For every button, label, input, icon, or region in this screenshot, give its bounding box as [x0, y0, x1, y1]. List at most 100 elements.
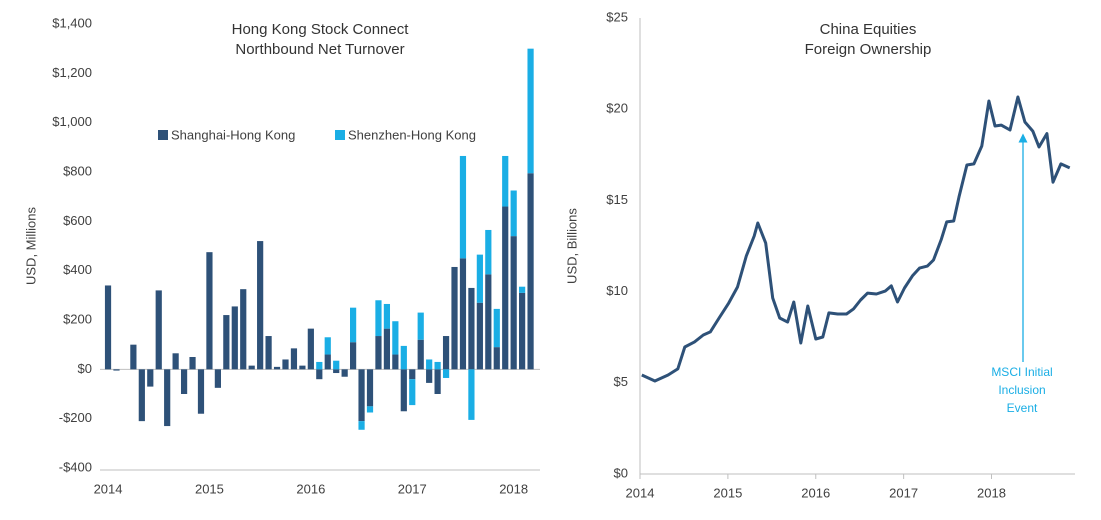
- y-tick-label: $25: [606, 9, 628, 24]
- bar: [392, 354, 399, 370]
- x-tick-label: 2015: [195, 481, 224, 496]
- y-tick-label: $15: [606, 192, 628, 207]
- bar: [214, 369, 221, 388]
- bar: [485, 229, 492, 275]
- y-tick-label: $0: [78, 361, 92, 376]
- chart-title: Hong Kong Stock Connect: [232, 21, 410, 38]
- bar: [468, 287, 475, 370]
- annotation: Inclusion: [998, 383, 1045, 397]
- y-tick-label: $5: [614, 374, 628, 389]
- x-tick-label: 2015: [713, 485, 742, 500]
- bar: [400, 369, 407, 412]
- bar: [375, 336, 382, 370]
- y-tick-label: -$200: [59, 410, 92, 425]
- bar: [383, 303, 391, 329]
- y-tick-label: $1,000: [52, 114, 92, 129]
- bar: [527, 173, 534, 370]
- bar: [426, 359, 433, 370]
- legend-swatch: [335, 130, 345, 140]
- bar: [206, 252, 213, 370]
- x-tick-label: 2018: [499, 481, 528, 496]
- y-axis-label: USD, Billions: [564, 208, 579, 284]
- bar: [519, 286, 526, 293]
- bar: [324, 337, 331, 355]
- bar: [476, 302, 483, 370]
- bar: [172, 353, 179, 370]
- y-tick-label: $0: [614, 465, 628, 480]
- bar: [113, 369, 120, 371]
- bar: [358, 369, 365, 422]
- chart-title: Foreign Ownership: [805, 41, 932, 58]
- x-tick-label: 2017: [398, 481, 427, 496]
- chart-title: China Equities: [820, 21, 917, 38]
- bar: [358, 421, 365, 430]
- bar: [451, 266, 458, 370]
- bar: [307, 328, 314, 370]
- y-tick-label: $1,400: [52, 15, 92, 30]
- bar: [257, 241, 264, 370]
- bar: [519, 292, 526, 370]
- legend-label: Shenzhen-Hong Kong: [348, 127, 476, 142]
- bar: [383, 328, 391, 370]
- y-tick-label: $20: [606, 101, 628, 116]
- bar: [527, 48, 534, 174]
- x-tick-label: 2016: [801, 485, 830, 500]
- chart-title: Northbound Net Turnover: [235, 41, 404, 58]
- line: [641, 95, 1071, 383]
- bar: [434, 369, 441, 394]
- bar: [476, 254, 483, 303]
- bar: [502, 155, 509, 207]
- bar: [375, 300, 382, 337]
- bar: [459, 155, 467, 259]
- x-tick-label: 2018: [977, 485, 1006, 500]
- bar: [409, 379, 416, 406]
- y-tick-label: $800: [63, 163, 92, 178]
- y-tick-label: $1,200: [52, 65, 92, 80]
- bar: [485, 274, 492, 370]
- bar: [282, 359, 289, 370]
- bar: [493, 347, 500, 370]
- bar: [273, 366, 281, 370]
- bar: [366, 406, 374, 413]
- bar: [400, 345, 407, 370]
- bar: [366, 369, 374, 407]
- y-axis-label: USD, Millions: [23, 206, 38, 285]
- bar: [164, 369, 171, 427]
- x-tick-label: 2014: [94, 481, 123, 496]
- bar: [502, 206, 509, 370]
- y-tick-label: $200: [63, 311, 92, 326]
- y-tick-label: $400: [63, 262, 92, 277]
- bar: [189, 357, 196, 370]
- bar: [392, 321, 399, 355]
- bar: [341, 369, 348, 377]
- x-tick-label: 2017: [889, 485, 918, 500]
- bar: [138, 369, 145, 422]
- bar: [333, 360, 340, 370]
- bar: [104, 285, 112, 370]
- bar: [316, 361, 323, 370]
- bar: [290, 348, 298, 370]
- bar: [468, 369, 475, 420]
- bar: [459, 258, 467, 370]
- bar: [426, 369, 433, 383]
- bar: [180, 369, 188, 394]
- bar: [333, 369, 340, 374]
- y-tick-label: $600: [63, 213, 92, 228]
- bar: [442, 369, 450, 378]
- y-tick-label: -$400: [59, 459, 92, 474]
- bar: [265, 336, 272, 370]
- bar: [417, 339, 424, 370]
- bar: [231, 306, 238, 370]
- x-tick-label: 2014: [626, 485, 655, 500]
- bar: [299, 365, 306, 370]
- bar: [248, 365, 255, 370]
- bar: [350, 342, 357, 370]
- legend-swatch: [158, 130, 168, 140]
- bar: [434, 361, 441, 370]
- legend-label: Shanghai-Hong Kong: [171, 127, 295, 142]
- bar: [197, 369, 205, 414]
- bar: [316, 369, 323, 380]
- bar: [510, 236, 517, 370]
- annotation: MSCI Initial: [991, 365, 1052, 379]
- bar: [324, 354, 331, 370]
